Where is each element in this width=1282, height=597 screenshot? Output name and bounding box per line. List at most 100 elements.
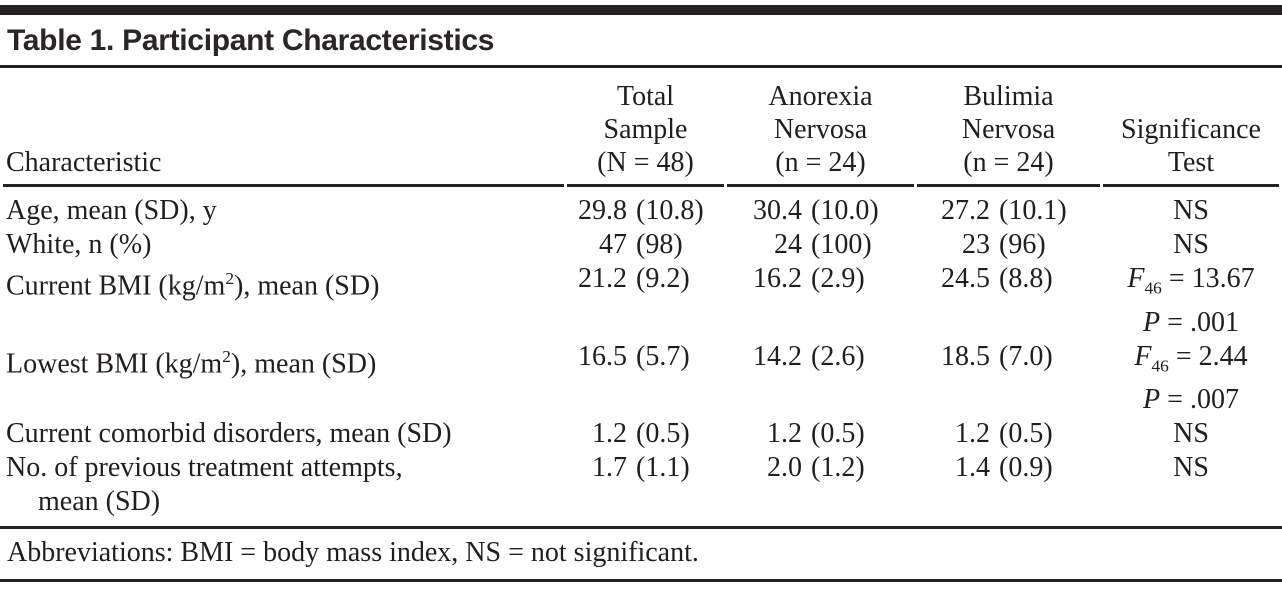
- value-pair: 18.5 (7.0): [917, 340, 1100, 374]
- text-run: Current BMI (kg/m: [6, 270, 226, 302]
- mean-value: 23: [962, 229, 990, 260]
- significance-line: P = .007: [1103, 383, 1279, 417]
- cell-bulimia-nervosa: 23 (96): [917, 228, 1100, 262]
- row-label: Current BMI (kg/m2), mean (SD): [3, 262, 564, 340]
- col-header-significance-test: Significance Test: [1103, 68, 1279, 187]
- mean-value: 18.5: [941, 340, 990, 372]
- text-run: White, n (%): [6, 229, 152, 260]
- text-run: ), mean (SD): [230, 347, 377, 379]
- row-label-line: Current BMI (kg/m2), mean (SD): [6, 262, 564, 303]
- value-pair: 21.2 (9.2): [567, 262, 724, 296]
- value-pair: 47 (98): [567, 228, 724, 262]
- value-pair: 23 (96): [917, 228, 1100, 262]
- cell-significance: NS: [1103, 228, 1279, 262]
- mean-value: 1.7: [592, 452, 627, 484]
- value-pair: 29.8 (10.8): [567, 194, 724, 228]
- mean-value: 1.2: [955, 418, 990, 450]
- text-run: = 2.44: [1168, 340, 1248, 372]
- sd-value: (96): [999, 229, 1046, 260]
- row-label-line: Current comorbid disorders, mean (SD): [6, 417, 564, 451]
- header-line: Total: [616, 81, 675, 112]
- text-run: NS: [1173, 229, 1209, 260]
- table-title: Table 1. Participant Characteristics: [0, 15, 1282, 68]
- text-run: = .007: [1160, 384, 1239, 416]
- row-label: Age, mean (SD), y: [3, 187, 564, 228]
- text-run: = .001: [1160, 306, 1239, 338]
- value-pair: 1.7 (1.1): [567, 451, 724, 485]
- cell-bulimia-nervosa: 1.2 (0.5): [917, 417, 1100, 451]
- table-body: Age, mean (SD), y 29.8 (10.8) 30.4 (10.0) 27.…: [3, 187, 1279, 519]
- text-run: Lowest BMI (kg/m: [6, 347, 223, 379]
- value-pair: 24.5 (8.8): [917, 262, 1100, 296]
- sd-value: (10.1): [999, 195, 1067, 226]
- stat-symbol: F: [1134, 340, 1152, 372]
- table-row: Current comorbid disorders, mean (SD) 1.2…: [3, 417, 1279, 451]
- sd-value: (1.2): [811, 452, 865, 484]
- col-header-total-sample: Total Sample (N = 48): [567, 68, 724, 187]
- cell-total-sample: 1.7 (1.1): [567, 451, 724, 519]
- cell-anorexia-nervosa: 24 (100): [727, 228, 914, 262]
- cell-significance: F46 = 2.44 P = .007: [1103, 340, 1279, 418]
- sd-value: (8.8): [999, 263, 1053, 294]
- value-pair: 1.2 (0.5): [567, 417, 724, 451]
- cell-total-sample: 21.2 (9.2): [567, 262, 724, 340]
- text-run: Age, mean (SD), y: [6, 195, 217, 226]
- cell-anorexia-nervosa: 2.0 (1.2): [727, 451, 914, 519]
- row-label: No. of previous treatment attempts, mean …: [3, 451, 564, 519]
- stat-symbol: P: [1143, 306, 1161, 338]
- value-pair: 16.5 (5.7): [567, 340, 724, 374]
- header-row: Characteristic Total Sample (N = 48) Anorex…: [3, 68, 1279, 187]
- table-footnote: Abbreviations: BMI = body mass index, NS…: [0, 526, 1282, 583]
- row-label: White, n (%): [3, 228, 564, 262]
- header-line: Sample: [603, 114, 688, 145]
- table-row: Current BMI (kg/m2), mean (SD) 21.2 (9.2) 1…: [3, 262, 1279, 340]
- cell-bulimia-nervosa: 24.5 (8.8): [917, 262, 1100, 340]
- row-label-line: Lowest BMI (kg/m2), mean (SD): [6, 340, 564, 381]
- text-run: NS: [1173, 452, 1209, 484]
- significance-line: F46 = 2.44: [1103, 340, 1279, 384]
- cell-significance: F46 = 13.67 P = .001: [1103, 262, 1279, 340]
- table-header: Characteristic Total Sample (N = 48) Anorex…: [3, 68, 1279, 187]
- text-run: Current comorbid disorders, mean (SD): [6, 418, 452, 450]
- significance-line: NS: [1103, 417, 1279, 451]
- sd-value: (0.5): [811, 418, 865, 450]
- sd-value: (9.2): [636, 263, 690, 294]
- script-text: 46: [1144, 278, 1162, 298]
- sd-value: (100): [811, 229, 872, 260]
- sd-value: (10.8): [636, 195, 704, 226]
- cell-total-sample: 47 (98): [567, 228, 724, 262]
- mean-value: 27.2: [941, 195, 990, 226]
- col-header-characteristic: Characteristic: [3, 68, 564, 187]
- row-label-line: mean (SD): [6, 485, 564, 519]
- header-line: Nervosa: [773, 114, 868, 145]
- cell-anorexia-nervosa: 14.2 (2.6): [727, 340, 914, 418]
- significance-line: F46 = 13.67: [1103, 262, 1279, 306]
- header-line: Test: [1167, 147, 1215, 178]
- text-run: No. of previous treatment attempts,: [6, 452, 403, 484]
- value-pair: 27.2 (10.1): [917, 194, 1100, 228]
- value-pair: 1.2 (0.5): [727, 417, 914, 451]
- mean-value: 21.2: [578, 263, 627, 294]
- row-label-line: No. of previous treatment attempts,: [6, 451, 564, 485]
- significance-line: NS: [1103, 228, 1279, 262]
- script-text: 2: [222, 346, 231, 366]
- value-pair: 24 (100): [727, 228, 914, 262]
- mean-value: 30.4: [753, 195, 802, 226]
- table-row: Age, mean (SD), y 29.8 (10.8) 30.4 (10.0) 27.…: [3, 187, 1279, 228]
- row-label: Current comorbid disorders, mean (SD): [3, 417, 564, 451]
- significance-line: P = .001: [1103, 306, 1279, 340]
- value-pair: 1.4 (0.9): [917, 451, 1100, 485]
- cell-anorexia-nervosa: 16.2 (2.9): [727, 262, 914, 340]
- header-line: Significance: [1121, 114, 1261, 145]
- mean-value: 16.2: [753, 263, 802, 294]
- sd-value: (0.9): [999, 452, 1053, 484]
- value-pair: 2.0 (1.2): [727, 451, 914, 485]
- sd-value: (2.9): [811, 263, 865, 294]
- header-line: Nervosa: [961, 114, 1056, 145]
- sd-value: (2.6): [811, 340, 865, 372]
- sd-value: (5.7): [636, 340, 690, 372]
- sd-value: (10.0): [811, 195, 879, 226]
- value-pair: 14.2 (2.6): [727, 340, 914, 374]
- text-run: ), mean (SD): [234, 270, 380, 302]
